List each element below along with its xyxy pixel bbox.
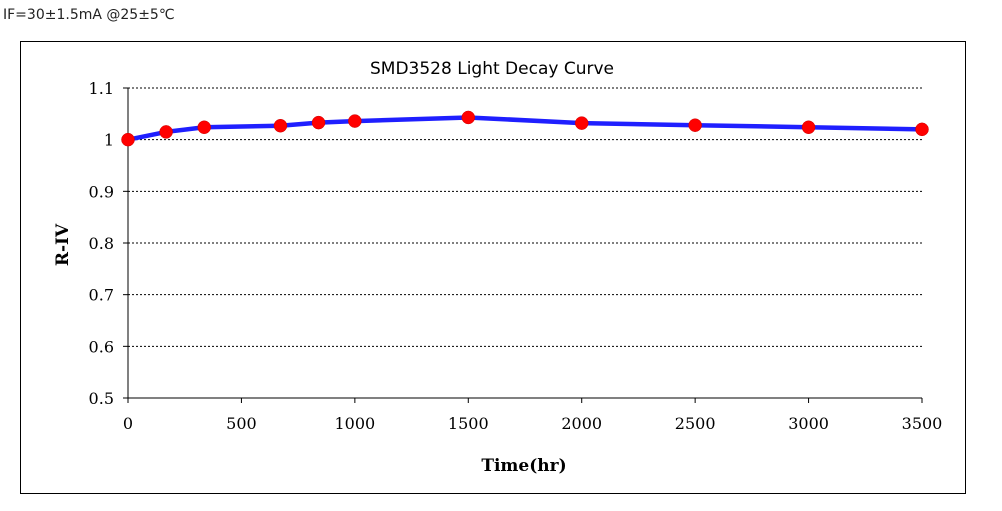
x-tick-label: 1500 bbox=[448, 414, 489, 433]
chart-frame bbox=[20, 41, 966, 494]
x-tick-label: 1000 bbox=[334, 414, 375, 433]
series-layer bbox=[121, 110, 929, 147]
x-tick-label: 3000 bbox=[788, 414, 829, 433]
y-tick-label: 1.1 bbox=[89, 79, 114, 98]
data-point bbox=[801, 120, 816, 135]
x-tick-labels: 0 500 1000 1500 2000 2500 3000 3500 bbox=[123, 414, 942, 433]
x-tick-label: 500 bbox=[226, 414, 257, 433]
y-tick-label: 0.5 bbox=[89, 389, 114, 408]
data-point bbox=[159, 125, 173, 139]
y-tick-label: 0.8 bbox=[89, 234, 114, 253]
data-point bbox=[311, 115, 326, 130]
test-condition-text: IF=30±1.5mA @25±5℃ bbox=[3, 7, 175, 23]
data-point bbox=[273, 118, 288, 133]
chart-title: SMD3528 Light Decay Curve bbox=[370, 59, 614, 79]
grid-lines bbox=[128, 87, 922, 347]
x-tick-label: 2000 bbox=[561, 414, 602, 433]
data-point bbox=[915, 122, 929, 137]
y-tick-label: 0.9 bbox=[89, 182, 114, 201]
data-point bbox=[461, 110, 476, 125]
y-tick-labels: 0.5 0.6 0.7 0.8 0.9 1 1.1 bbox=[89, 79, 114, 408]
data-point bbox=[197, 120, 211, 135]
y-tick-label: 1 bbox=[104, 131, 114, 150]
x-axis-label: Time(hr) bbox=[481, 456, 566, 476]
data-point bbox=[574, 116, 589, 130]
x-tick-label: 3500 bbox=[902, 414, 943, 433]
data-point bbox=[688, 118, 702, 132]
x-tick-label: 2500 bbox=[675, 414, 716, 433]
y-axis-label: R-IV bbox=[53, 223, 73, 266]
y-tick-label: 0.7 bbox=[89, 286, 114, 305]
x-tick-label: 0 bbox=[123, 414, 133, 433]
data-point bbox=[348, 114, 362, 128]
data-point bbox=[121, 132, 135, 147]
axes bbox=[123, 87, 923, 403]
y-tick-label: 0.6 bbox=[89, 337, 114, 356]
